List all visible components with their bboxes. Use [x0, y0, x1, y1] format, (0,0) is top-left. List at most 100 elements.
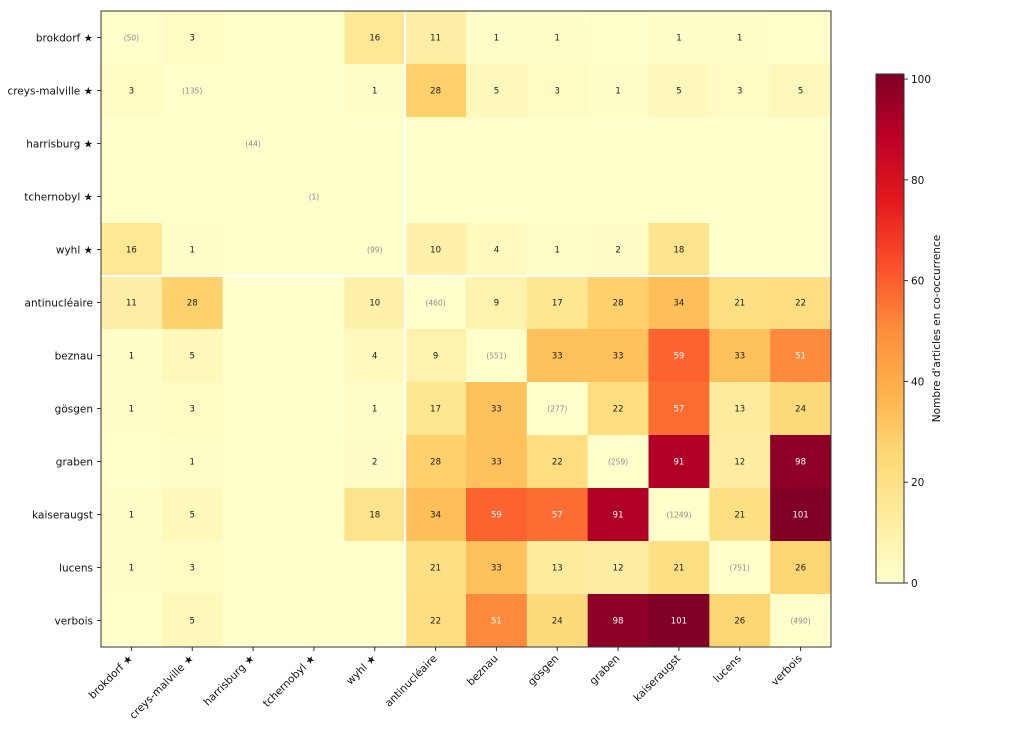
- cell-value-label: 1: [129, 405, 134, 415]
- heatmap-cell: [161, 11, 224, 65]
- heatmap-cell: [101, 11, 163, 65]
- diagonal-label: (751): [730, 564, 750, 573]
- cell-value-label: 17: [552, 299, 563, 309]
- heatmap-cell: [161, 594, 224, 648]
- cell-value-label: 18: [369, 511, 380, 521]
- heatmap-cell: [344, 11, 406, 65]
- cell-value-label: 1: [555, 246, 560, 256]
- cell-value-label: 18: [674, 246, 685, 256]
- heatmap-cell: [344, 170, 406, 224]
- heatmap-cell: [709, 117, 771, 171]
- y-tick-label: harrisburg ★: [26, 139, 93, 151]
- heatmap-cell: [587, 382, 649, 436]
- cell-value-label: 28: [613, 299, 624, 309]
- cell-value-label: 91: [613, 511, 624, 521]
- cell-value-label: 33: [734, 352, 745, 362]
- y-tick-label: wyhl ★: [56, 245, 93, 257]
- cell-value-label: 5: [494, 87, 499, 97]
- heatmap-cell: [770, 117, 832, 171]
- cell-value-label: 5: [190, 617, 195, 627]
- heatmap-cell: [526, 276, 589, 330]
- heatmap-cell: [222, 117, 284, 171]
- heatmap-cell: [161, 276, 224, 330]
- heatmap-cell: [770, 329, 832, 383]
- plot-frame: [100, 10, 832, 648]
- heatmap-cell: [709, 382, 771, 436]
- heatmap-cell: [709, 223, 771, 277]
- heatmap-cell: [709, 435, 771, 489]
- heatmap-cell: [344, 223, 406, 277]
- cell-value-label: 57: [674, 405, 685, 415]
- heatmap-cell: [648, 117, 710, 171]
- heatmap-cell: [405, 64, 467, 118]
- heatmap-cell: [161, 541, 224, 595]
- heatmap-cell: [101, 488, 163, 542]
- heatmap-cell: [161, 435, 224, 489]
- heatmap-cell: [101, 329, 163, 383]
- heatmap-cell: [101, 117, 163, 171]
- heatmap-cell: [526, 64, 589, 118]
- heatmap-cell: [405, 170, 467, 224]
- heatmap-cell: [526, 382, 589, 436]
- diagonal-label: (551): [486, 352, 506, 361]
- cell-value-label: 16: [126, 246, 137, 256]
- heatmap-cell: [526, 117, 589, 171]
- cell-value-label: 4: [494, 246, 499, 256]
- cell-value-label: 51: [491, 617, 502, 627]
- heatmap-cell: [648, 329, 710, 383]
- cell-value-label: 9: [433, 352, 438, 362]
- colorbar-label: Nombre d'articles en co-occurrence: [931, 235, 943, 422]
- x-tick-label: gösgen: [526, 653, 562, 689]
- cell-value-label: 59: [491, 511, 502, 521]
- heatmap-cell: [466, 382, 528, 436]
- cell-value-label: 21: [430, 564, 441, 574]
- heatmap-cell: [709, 276, 771, 330]
- cell-value-label: 98: [613, 617, 624, 627]
- heatmap-cell: [222, 276, 284, 330]
- x-tick-label: lucens: [711, 653, 743, 685]
- cell-value-label: 10: [369, 299, 380, 309]
- diagonal-label: (277): [547, 405, 567, 414]
- cell-value-label: 17: [430, 405, 441, 415]
- diagonal-label: (490): [790, 617, 810, 626]
- cell-value-label: 101: [792, 511, 808, 521]
- cell-value-label: 3: [190, 34, 195, 44]
- heatmap-cell: [222, 11, 284, 65]
- heatmap-cell: [648, 11, 710, 65]
- heatmap-cell: [405, 329, 467, 383]
- heatmap-cell: [648, 488, 710, 542]
- cell-value-label: 26: [734, 617, 745, 627]
- heatmap-cell: [344, 382, 406, 436]
- heatmap-cell: [648, 541, 710, 595]
- heatmap-cell: [222, 488, 284, 542]
- cell-value-label: 22: [552, 458, 563, 468]
- heatmap-cell: [770, 170, 832, 224]
- heatmap-cell: [161, 117, 224, 171]
- cell-value-label: 13: [734, 405, 745, 415]
- heatmap-cell: [344, 541, 406, 595]
- heatmap-cell: [466, 223, 528, 277]
- heatmap-cell: [709, 11, 771, 65]
- cell-value-label: 2: [372, 458, 377, 468]
- cell-value-label: 1: [190, 246, 195, 256]
- heatmap-cell: [161, 329, 224, 383]
- cell-value-label: 3: [129, 87, 134, 97]
- heatmap-cell: [101, 382, 163, 436]
- heatmap-cell: [770, 594, 832, 648]
- cell-value-label: 11: [126, 299, 137, 309]
- cell-value-label: 3: [190, 564, 195, 574]
- heatmap-cell: [526, 223, 589, 277]
- heatmap-cell: [405, 435, 467, 489]
- heatmap-cell: [283, 170, 345, 224]
- heatmap-cell: [709, 594, 771, 648]
- heatmap-cell: [101, 594, 163, 648]
- y-tick-label: brokdorf ★: [36, 33, 93, 45]
- cell-value-label: 57: [552, 511, 563, 521]
- colorbar-tick-label: 0: [911, 578, 918, 590]
- y-tick-label: antinucléaire: [25, 298, 93, 310]
- cell-value-label: 2: [615, 246, 620, 256]
- heatmap-cell: [161, 170, 224, 224]
- heatmap-cell: [222, 541, 284, 595]
- heatmap-cell: [526, 541, 589, 595]
- colorbar: [875, 73, 905, 584]
